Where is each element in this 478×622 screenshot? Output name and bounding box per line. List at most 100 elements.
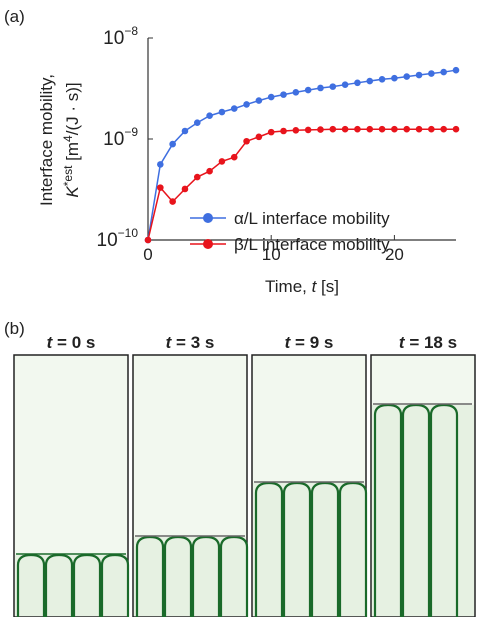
y-label-part: [m — [63, 142, 82, 166]
x-label-part: Time, — [265, 277, 312, 296]
data-point — [317, 84, 324, 92]
y-tick-exponent: −10 — [118, 226, 139, 240]
data-point — [255, 97, 263, 104]
data-point — [181, 127, 189, 135]
data-point — [366, 77, 374, 85]
legend-marker — [203, 239, 213, 249]
cell-boundary — [373, 403, 403, 617]
data-point — [440, 68, 447, 76]
panel-title: t = 18 s — [399, 333, 457, 352]
panel-title-var: t — [285, 333, 292, 352]
cell-boundary — [338, 481, 368, 617]
data-point — [341, 125, 349, 133]
y-tick-exponent: −9 — [124, 125, 138, 139]
x-label-part: [s] — [316, 277, 339, 296]
data-point — [440, 125, 447, 133]
data-point — [329, 83, 337, 90]
legend-label: β/L interface mobility — [234, 235, 390, 254]
cell-boundary — [219, 535, 249, 617]
y-tick-base: 10 — [97, 230, 118, 251]
cell-boundary — [163, 535, 193, 617]
cell-boundary — [401, 403, 431, 617]
cell-boundary — [44, 553, 74, 617]
data-point — [280, 91, 287, 98]
panel-title: t = 9 s — [285, 333, 334, 352]
y-label-part: 4 — [61, 135, 75, 142]
data-point — [218, 108, 226, 116]
x-tick-label: 10 — [262, 245, 281, 264]
y-tick-base: 10 — [103, 28, 124, 49]
y-tick-exponent: −8 — [124, 24, 138, 38]
data-point — [292, 88, 300, 96]
data-point — [243, 101, 250, 108]
data-point — [218, 158, 226, 165]
panel-title-text: = 0 s — [52, 333, 95, 352]
legend-marker — [203, 213, 213, 223]
x-axis-label: Time, t [s] — [265, 277, 339, 296]
data-point — [378, 125, 386, 133]
data-point — [206, 112, 213, 120]
data-point — [354, 79, 361, 87]
y-label-part: /(J · s)] — [63, 82, 82, 135]
x-tick-label: 20 — [385, 245, 404, 264]
panel-label: (b) — [4, 319, 25, 338]
data-point — [366, 125, 374, 133]
cell-boundary — [72, 553, 102, 617]
cell-boundary — [254, 481, 284, 617]
data-point — [428, 125, 435, 133]
data-point — [391, 74, 398, 82]
y-label-part: *est — [61, 165, 75, 186]
data-point — [428, 70, 435, 77]
panel-title-text: = 9 s — [290, 333, 333, 352]
data-point — [329, 125, 337, 133]
panel-title: t = 0 s — [47, 333, 96, 352]
data-point — [280, 127, 287, 135]
panel-title-text: = 18 s — [405, 333, 457, 352]
data-point — [206, 167, 213, 175]
data-point — [181, 185, 189, 193]
data-point — [378, 76, 386, 83]
data-point — [193, 119, 201, 127]
legend-label: α/L interface mobility — [234, 209, 390, 228]
cell-boundary — [16, 553, 46, 617]
data-point — [157, 184, 164, 191]
cell-boundary — [100, 553, 130, 617]
data-point — [304, 126, 312, 134]
data-point — [317, 126, 324, 133]
data-point — [230, 153, 238, 161]
panel-label: (a) — [4, 7, 25, 26]
data-point — [452, 66, 460, 74]
cell-boundary — [429, 403, 459, 617]
y-tick-label: 10−8 — [103, 24, 138, 49]
panel-title-var: t — [399, 333, 406, 352]
y-label-part: K — [63, 186, 82, 198]
data-point — [144, 236, 152, 244]
y-tick-label: 10−10 — [97, 226, 139, 251]
data-point — [230, 105, 238, 112]
data-point — [255, 133, 263, 141]
panel-title-var: t — [47, 333, 54, 352]
y-axis-label: Interface mobility, — [37, 74, 56, 206]
data-point — [415, 71, 423, 79]
cell-boundary — [310, 481, 340, 617]
data-point — [403, 73, 411, 80]
cell-boundary — [282, 481, 312, 617]
y-tick-base: 10 — [103, 129, 124, 150]
y-tick-label: 10−9 — [103, 125, 138, 150]
panel-title: t = 3 s — [166, 333, 215, 352]
data-point — [193, 173, 201, 181]
data-point — [267, 93, 275, 101]
data-point — [415, 125, 423, 133]
data-point — [391, 125, 398, 133]
y-axis-label: K*est [m4/(J · s)] — [61, 82, 82, 197]
data-point — [157, 161, 164, 168]
data-point — [169, 140, 176, 148]
panel-title-var: t — [166, 333, 173, 352]
data-point — [341, 81, 349, 88]
data-point — [452, 125, 460, 133]
panel-title-text: = 3 s — [171, 333, 214, 352]
data-point — [243, 137, 250, 145]
data-point — [267, 128, 275, 136]
